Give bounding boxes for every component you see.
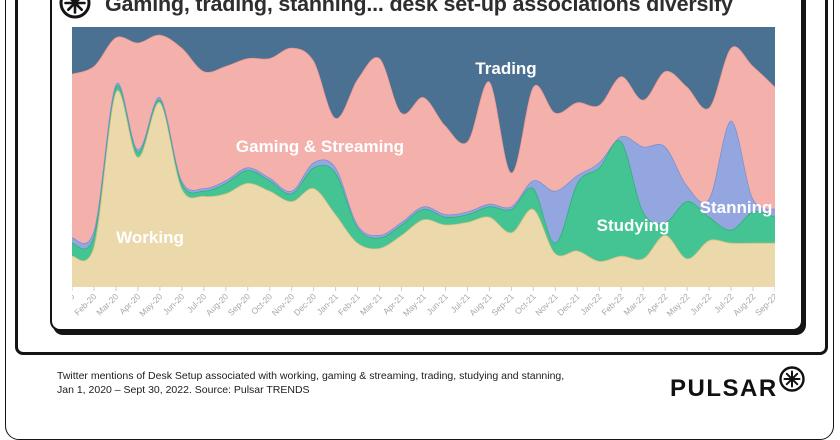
area-studying	[72, 85, 775, 262]
x-axis-tick-label: Jan-21	[315, 291, 341, 317]
pulsar-logo-icon-footer	[779, 366, 805, 392]
x-axis-tick-label: Aug-22	[731, 291, 758, 318]
stacked-area-chart: Jan-20Feb-20Mar-20Apr-20May-20Jun-20Jul-…	[72, 27, 775, 318]
area-label-stanning: Stanning	[700, 198, 773, 217]
x-axis: Jan-20Feb-20Mar-20Apr-20May-20Jun-20Jul-…	[72, 287, 775, 318]
x-axis-tick-label: Feb-21	[336, 291, 362, 317]
x-axis-tick-label: Mar-20	[94, 291, 120, 317]
x-axis-tick-label: Nov-21	[533, 291, 560, 318]
x-axis-tick-label: Mar-22	[621, 291, 647, 317]
x-axis-tick-label: May-22	[664, 291, 691, 318]
area-label-gaming-streaming: Gaming & Streaming	[236, 137, 404, 156]
area-label-studying: Studying	[597, 216, 670, 235]
x-axis-tick-label: May-21	[401, 291, 428, 318]
pulsar-logo-icon	[59, 0, 91, 19]
area-label-working: Working	[116, 228, 184, 247]
chart-area-labels: Working Gaming & Streaming Trading Studying…	[116, 59, 772, 247]
x-axis-tick-label: Aug-21	[467, 291, 494, 318]
area-stanning	[72, 82, 775, 249]
x-axis-tick-label: Sep-22	[753, 291, 775, 318]
area-working	[72, 90, 775, 287]
x-axis-tick-label: Jun-21	[424, 291, 450, 317]
chart-area-bands	[72, 27, 775, 287]
x-axis-tick-label: Sep-21	[489, 291, 516, 318]
footer-caption-line2: Jan 1, 2020 – Sept 30, 2022. Source: Pul…	[57, 384, 310, 396]
x-axis-tick-label: Dec-21	[555, 291, 582, 318]
footer-caption-line1: Twitter mentions of Desk Setup associate…	[57, 370, 565, 382]
x-axis-tick-label: Mar-21	[358, 291, 384, 317]
page-title: Gaming, trading, stanning... desk set-up…	[105, 0, 733, 16]
x-axis-tick-label: Dec-20	[292, 291, 319, 318]
x-axis-tick-label: Aug-20	[204, 291, 231, 318]
x-axis-tick-label: Feb-20	[72, 291, 98, 317]
footer-caption: Twitter mentions of Desk Setup associate…	[57, 369, 564, 397]
x-axis-tick-label: Feb-22	[600, 291, 626, 317]
area-label-trading: Trading	[475, 59, 536, 78]
x-axis-tick-label: Jan-22	[578, 291, 604, 317]
pulsar-wordmark: PULSAR	[670, 375, 778, 402]
x-axis-tick-label: Jun-22	[688, 291, 714, 317]
x-axis-tick-label: Jun-20	[161, 291, 187, 317]
area-trading	[72, 27, 775, 173]
x-axis-tick-label: Nov-20	[270, 291, 297, 318]
x-axis-tick-label: May-20	[137, 291, 164, 318]
x-axis-tick-label: Sep-20	[226, 291, 253, 318]
area-gaming-streaming	[72, 34, 775, 244]
